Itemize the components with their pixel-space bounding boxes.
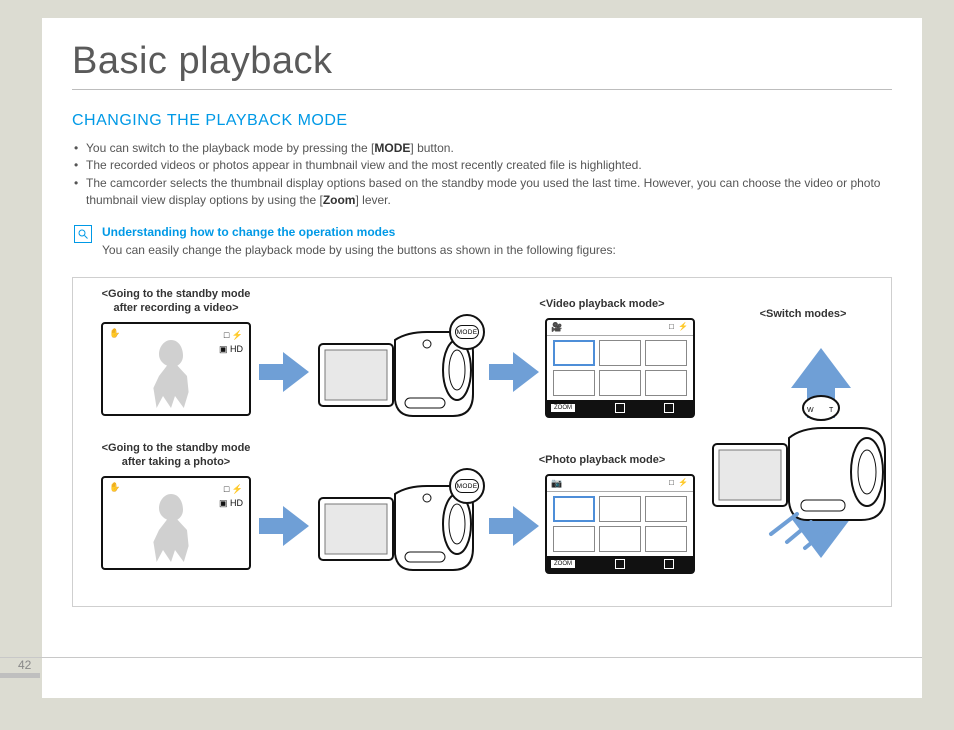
footer-rule bbox=[0, 657, 922, 658]
bullet-list: You can switch to the playback mode by p… bbox=[72, 140, 892, 210]
arrow-icon bbox=[489, 352, 539, 392]
caption-switch-modes: <Switch modes> bbox=[743, 308, 863, 322]
rec-icon: □ ⚡ bbox=[224, 330, 243, 341]
camcorder-zoom-illustration: W T bbox=[711, 348, 901, 563]
arrow-icon bbox=[259, 506, 309, 546]
caption-photo-playback: <Photo playback mode> bbox=[527, 454, 677, 468]
bullet-item: You can switch to the playback mode by p… bbox=[72, 140, 892, 157]
note-block: Understanding how to change the operatio… bbox=[72, 224, 892, 260]
manual-page: Basic playback CHANGING THE PLAYBACK MOD… bbox=[42, 18, 922, 698]
caption-standby-video: <Going to the standby modeafter recordin… bbox=[91, 288, 261, 316]
hd-icon: ▣ HD bbox=[219, 498, 243, 509]
thumbnail-grid bbox=[553, 496, 687, 552]
hd-icon: ▣ HD bbox=[219, 344, 243, 355]
arrow-icon bbox=[259, 352, 309, 392]
standby-screen-video: ✋ □ ⚡ ▣ HD bbox=[101, 322, 251, 416]
magnifier-icon bbox=[74, 225, 92, 243]
video-playback-screen: 🎥□ ⚡ ZOOM bbox=[545, 318, 695, 418]
note-heading: Understanding how to change the operatio… bbox=[102, 224, 616, 241]
section-heading: CHANGING THE PLAYBACK MODE bbox=[72, 112, 892, 130]
rec-icon: □ ⚡ bbox=[224, 484, 243, 495]
note-text: You can easily change the playback mode … bbox=[102, 242, 616, 259]
svg-text:T: T bbox=[829, 407, 834, 414]
mode-button-callout: MODE bbox=[449, 468, 485, 504]
hand-icon: ✋ bbox=[109, 328, 120, 339]
hand-icon: ✋ bbox=[109, 482, 120, 493]
page-title: Basic playback bbox=[72, 40, 892, 90]
thumbnail-grid bbox=[553, 340, 687, 396]
standby-screen-photo: ✋ □ ⚡ ▣ HD bbox=[101, 476, 251, 570]
silhouette-icon bbox=[131, 332, 211, 412]
caption-video-playback: <Video playback mode> bbox=[527, 298, 677, 312]
photo-playback-screen: 📷□ ⚡ ZOOM bbox=[545, 474, 695, 574]
silhouette-icon bbox=[131, 486, 211, 566]
bullet-item: The camcorder selects the thumbnail disp… bbox=[72, 175, 892, 210]
svg-text:W: W bbox=[807, 407, 814, 414]
page-number: 42 bbox=[18, 658, 31, 672]
arrow-icon bbox=[489, 506, 539, 546]
mode-button-callout: MODE bbox=[449, 314, 485, 350]
diagram-box: <Going to the standby modeafter recordin… bbox=[72, 277, 892, 607]
bullet-item: The recorded videos or photos appear in … bbox=[72, 157, 892, 174]
page-tab bbox=[0, 673, 40, 678]
caption-standby-photo: <Going to the standby modeafter taking a… bbox=[91, 442, 261, 470]
